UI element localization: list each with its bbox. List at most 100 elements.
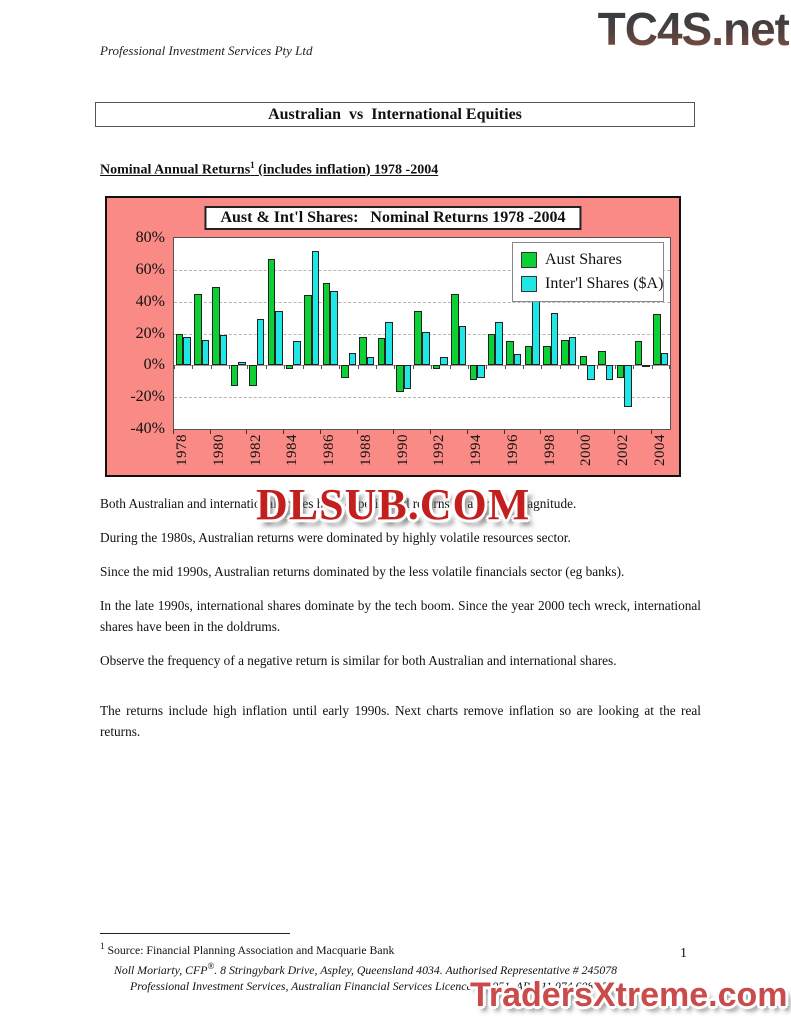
section-heading-suffix: (includes inflation) 1978 -2004	[254, 162, 439, 178]
x-axis-label-1988: 1988	[357, 434, 374, 466]
bar-aust-2003	[634, 341, 643, 366]
x-axis-label-1998: 1998	[541, 434, 558, 466]
page-number: 1	[680, 946, 687, 961]
y-axis-label-20: 20%	[135, 324, 165, 342]
registered-mark: ®	[207, 960, 215, 971]
category-tick	[320, 365, 322, 370]
category-tick	[559, 365, 561, 370]
x-axis-label-1986: 1986	[321, 434, 338, 466]
category-tick	[614, 365, 616, 370]
bar-intl-2000	[587, 365, 595, 380]
bar-aust-1988	[359, 336, 367, 366]
x-axis-label-2002: 2002	[615, 434, 632, 466]
paragraph-1990s-financials: Since the mid 1990s, Australian returns …	[100, 564, 625, 579]
x-axis-label-1978: 1978	[174, 434, 191, 466]
category-tick	[523, 365, 525, 370]
bar-aust-1989	[377, 338, 386, 366]
category-tick	[265, 365, 267, 370]
chart-panel: Aust & Int'l Shares: Nominal Returns 197…	[105, 196, 681, 477]
x-axis-label-1990: 1990	[394, 434, 411, 466]
bar-aust-2000	[579, 355, 588, 366]
x-axis-tick	[283, 430, 285, 434]
bar-aust-1999	[561, 339, 569, 366]
category-tick	[578, 365, 580, 370]
bar-aust-1995	[487, 333, 496, 366]
bar-intl-1992	[440, 357, 448, 366]
bar-intl-1991	[422, 331, 430, 366]
bar-aust-1991	[414, 311, 422, 366]
category-tick	[504, 365, 506, 370]
bar-intl-1983	[275, 311, 283, 366]
category-tick	[229, 365, 231, 370]
x-axis-tick	[650, 430, 652, 434]
bar-intl-2004	[660, 352, 669, 366]
x-axis-tick	[393, 430, 395, 434]
bar-aust-2004	[653, 314, 661, 366]
bar-aust-1996	[506, 341, 514, 366]
body-text: Both Australian and international shares…	[100, 493, 701, 755]
category-tick	[431, 365, 433, 370]
category-tick	[247, 365, 249, 370]
x-axis-tick	[209, 430, 211, 434]
bar-intl-1998	[550, 312, 559, 366]
bar-intl-1985	[311, 250, 320, 366]
paragraph-1980s-resources: During the 1980s, Australian returns wer…	[100, 530, 571, 545]
bar-aust-1997	[524, 346, 533, 366]
category-tick	[596, 365, 598, 370]
footnote-ref-number: 1	[100, 941, 105, 951]
x-axis-label-1984: 1984	[284, 434, 301, 466]
footnote-rep-details: . 8 Stringybark Drive, Aspley, Queenslan…	[214, 962, 618, 977]
category-tick	[633, 365, 635, 370]
legend-item-intl-shares: Inter'l Shares ($A)	[521, 275, 663, 293]
category-tick	[394, 365, 396, 370]
bar-intl-1978	[183, 336, 191, 366]
category-tick	[192, 365, 194, 370]
legend-label-intl-shares: Inter'l Shares ($A)	[545, 275, 664, 292]
bar-intl-1995	[495, 322, 503, 366]
category-tick	[302, 365, 304, 370]
category-tick	[174, 365, 175, 370]
bar-aust-1980	[212, 287, 220, 366]
bar-intl-1996	[513, 354, 522, 366]
section-heading-text: Nominal Annual Returns	[100, 162, 251, 178]
x-axis-tick	[319, 430, 321, 434]
bar-intl-1980	[219, 335, 228, 366]
section-heading: Nominal Annual Returns1 (includes inflat…	[100, 160, 438, 179]
y-axis-label-80: 80%	[135, 229, 165, 246]
y-axis-label-0: 0%	[143, 356, 165, 374]
bar-aust-1981	[230, 365, 239, 387]
y-axis-label--40: -40%	[130, 420, 165, 437]
footnote-representative-line: Noll Moriarty, CFP®. 8 Stringybark Drive…	[100, 958, 700, 978]
category-tick	[376, 365, 378, 370]
watermark-tc4s: TC4S.net	[597, 3, 790, 55]
bar-aust-2002	[616, 365, 625, 379]
bar-aust-1998	[543, 346, 551, 366]
category-tick	[651, 365, 653, 370]
category-tick	[541, 365, 543, 370]
chart-legend: Aust Shares Inter'l Shares ($A)	[512, 242, 664, 302]
x-axis-label-1980: 1980	[210, 434, 227, 466]
bar-intl-1990	[403, 365, 412, 390]
bar-aust-1984	[285, 365, 294, 369]
footnote-source-text: Source: Financial Planning Association a…	[104, 942, 395, 957]
x-axis-tick	[246, 430, 248, 434]
chart-plot-area: Aust Shares Inter'l Shares ($A)	[173, 237, 671, 430]
footnote-source: 1 Source: Financial Planning Association…	[100, 941, 395, 957]
chart-title: Aust & Int'l Shares: Nominal Returns 197…	[204, 206, 582, 230]
legend-swatch-aust-shares	[521, 252, 537, 268]
legend-label-aust-shares: Aust Shares	[545, 251, 622, 268]
x-axis-label-1992: 1992	[431, 434, 448, 466]
bar-intl-1997	[532, 298, 540, 366]
x-axis-label-2000: 2000	[578, 434, 595, 466]
x-axis-tick	[356, 430, 358, 434]
footnote-separator	[100, 933, 290, 934]
bar-aust-1985	[304, 295, 312, 366]
x-axis-tick	[466, 430, 468, 434]
bar-intl-1989	[385, 322, 393, 366]
category-tick	[357, 365, 359, 370]
bar-aust-1982	[249, 365, 257, 387]
footnote-licence-line: Professional Investment Services, Austra…	[130, 978, 614, 993]
legend-item-aust-shares: Aust Shares	[521, 251, 655, 269]
bar-aust-1983	[267, 258, 276, 366]
x-axis-tick	[577, 430, 579, 434]
